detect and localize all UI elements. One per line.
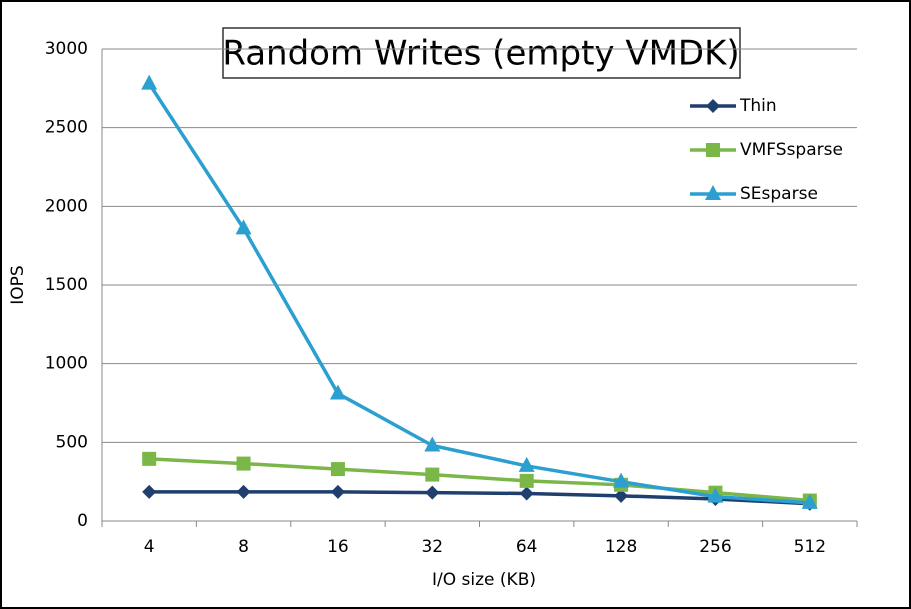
y-tick-label: 1500	[45, 275, 88, 295]
legend-label: VMFSsparse	[740, 140, 843, 160]
x-tick-label: 64	[516, 537, 538, 557]
marker	[705, 185, 721, 200]
marker	[425, 485, 440, 500]
marker	[519, 473, 534, 488]
y-tick-label: 1000	[45, 354, 88, 374]
marker	[142, 484, 157, 499]
marker	[425, 467, 440, 482]
marker	[329, 384, 346, 400]
marker	[706, 99, 720, 113]
marker	[801, 493, 818, 509]
marker	[330, 462, 345, 477]
y-tick-label: 0	[77, 511, 88, 531]
y-axis-label: IOPS	[8, 265, 28, 304]
legend-label: Thin	[739, 96, 777, 116]
marker	[518, 456, 535, 472]
series-line	[149, 490, 810, 506]
x-tick-label: 4	[144, 537, 155, 557]
marker	[142, 451, 157, 466]
marker	[706, 143, 720, 157]
marker	[613, 472, 630, 488]
marker	[614, 488, 629, 503]
series-line	[149, 457, 810, 503]
marker	[424, 436, 441, 452]
series-line	[147, 82, 810, 505]
marker	[236, 456, 251, 471]
marker	[519, 486, 534, 501]
marker	[235, 219, 252, 235]
x-axis-label: I/O size (KB)	[432, 570, 536, 590]
x-tick-label: 512	[794, 537, 826, 557]
x-tick-label: 128	[605, 537, 637, 557]
chart-title: Random Writes (empty VMDK)	[222, 34, 739, 74]
legend-label: SEsparse	[740, 184, 818, 204]
y-tick-label: 3000	[45, 39, 88, 59]
x-tick-label: 32	[421, 537, 443, 557]
x-tick-label: 256	[699, 537, 731, 557]
marker	[236, 484, 251, 499]
y-tick-label: 2500	[45, 118, 88, 138]
y-tick-label: 500	[56, 432, 88, 452]
marker	[141, 74, 158, 90]
y-tick-label: 2000	[45, 196, 88, 216]
x-tick-label: 8	[238, 537, 249, 557]
x-tick-label: 16	[327, 537, 349, 557]
title-box	[222, 27, 741, 79]
marker	[707, 487, 724, 503]
marker	[330, 484, 345, 499]
